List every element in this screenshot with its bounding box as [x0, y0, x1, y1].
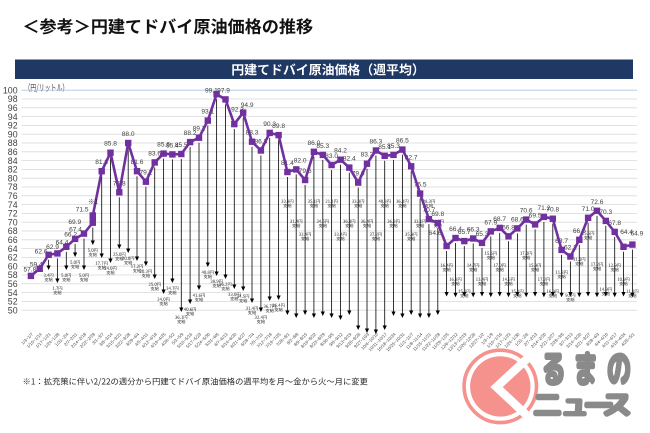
svg-text:69.9: 69.9 [68, 219, 81, 226]
svg-text:88.3: 88.3 [246, 130, 259, 137]
svg-text:88: 88 [8, 138, 18, 148]
svg-text:92: 92 [8, 121, 18, 131]
svg-text:68.6: 68.6 [511, 216, 524, 223]
svg-text:60: 60 [8, 261, 18, 271]
svg-text:64.9: 64.9 [630, 231, 643, 238]
svg-text:70.6: 70.6 [520, 208, 533, 215]
svg-text:88.2: 88.2 [184, 130, 197, 137]
svg-text:85.1: 85.1 [378, 144, 391, 151]
svg-text:84: 84 [8, 156, 18, 166]
svg-text:67.4: 67.4 [69, 226, 82, 233]
svg-text:71.0: 71.0 [582, 206, 595, 213]
svg-text:64.6: 64.6 [429, 230, 442, 237]
svg-text:82: 82 [8, 165, 18, 175]
svg-text:72.6: 72.6 [591, 199, 604, 206]
svg-text:66.0: 66.0 [573, 228, 586, 235]
svg-text:83.0: 83.0 [325, 153, 338, 160]
svg-text:86.5: 86.5 [396, 138, 409, 145]
svg-text:68: 68 [8, 226, 18, 236]
svg-text:70.8: 70.8 [546, 207, 559, 214]
svg-text:70.3: 70.3 [599, 209, 612, 216]
svg-text:58: 58 [8, 270, 18, 280]
svg-text:67.9: 67.9 [484, 219, 497, 226]
svg-text:82.4: 82.4 [343, 156, 356, 163]
svg-text:83.3: 83.3 [361, 152, 374, 159]
svg-text:85.6: 85.6 [157, 142, 170, 149]
svg-text:69.5: 69.5 [529, 212, 542, 219]
svg-text:62: 62 [8, 253, 18, 263]
svg-text:79.0: 79.0 [352, 171, 365, 178]
svg-text:62.2: 62.2 [564, 245, 577, 252]
svg-text:88.0: 88.0 [122, 131, 135, 138]
svg-text:66: 66 [8, 235, 18, 245]
svg-text:100: 100 [3, 85, 18, 95]
svg-text:65.3: 65.3 [476, 231, 489, 238]
svg-text:94: 94 [8, 112, 18, 122]
svg-text:81.4: 81.4 [281, 160, 294, 167]
svg-text:62.6: 62.6 [35, 248, 48, 255]
svg-text:89.2: 89.2 [193, 126, 206, 133]
svg-text:56: 56 [8, 279, 18, 289]
svg-text:85.3: 85.3 [316, 143, 329, 150]
svg-text:78: 78 [8, 182, 18, 192]
svg-text:86.3: 86.3 [254, 139, 267, 146]
svg-text:86: 86 [8, 147, 18, 157]
svg-text:81.6: 81.6 [131, 159, 144, 166]
svg-text:66.3: 66.3 [467, 227, 480, 234]
svg-text:85.3: 85.3 [387, 143, 400, 150]
svg-text:66.2: 66.2 [64, 232, 77, 239]
svg-text:93.1: 93.1 [201, 109, 214, 116]
svg-text:85.8: 85.8 [104, 141, 117, 148]
svg-text:80: 80 [8, 173, 18, 183]
svg-text:76: 76 [8, 191, 18, 201]
svg-text:96: 96 [8, 103, 18, 113]
svg-text:99.1: 99.1 [205, 87, 218, 94]
svg-text:59.4: 59.4 [30, 262, 43, 269]
svg-text:83.6: 83.6 [148, 150, 161, 157]
svg-text:79.6: 79.6 [299, 168, 312, 175]
svg-text:52: 52 [8, 297, 18, 307]
svg-text:86.0: 86.0 [307, 140, 320, 147]
svg-text:85.4: 85.4 [166, 142, 179, 149]
svg-text:66.4: 66.4 [449, 226, 462, 233]
svg-text:62.9: 62.9 [46, 244, 59, 251]
svg-text:69.8: 69.8 [431, 211, 444, 218]
svg-text:74: 74 [8, 200, 18, 210]
svg-text:68.7: 68.7 [493, 216, 506, 223]
svg-text:76.8: 76.8 [113, 180, 126, 187]
svg-text:70: 70 [8, 217, 18, 227]
svg-text:85.5: 85.5 [175, 142, 188, 149]
svg-text:67.8: 67.8 [608, 220, 621, 227]
svg-text:94.9: 94.9 [241, 102, 254, 109]
svg-text:97.9: 97.9 [217, 87, 230, 94]
svg-text:79.2: 79.2 [139, 170, 152, 177]
svg-text:63.7: 63.7 [555, 238, 568, 245]
svg-text:82.0: 82.0 [294, 157, 307, 164]
svg-text:57.8: 57.8 [23, 266, 36, 273]
svg-text:90.3: 90.3 [263, 121, 276, 128]
svg-text:72: 72 [8, 209, 18, 219]
svg-text:54: 54 [8, 288, 18, 298]
svg-text:86.3: 86.3 [369, 139, 382, 146]
svg-text:76.5: 76.5 [414, 182, 427, 189]
svg-text:98: 98 [8, 94, 18, 104]
svg-text:64: 64 [8, 244, 18, 254]
svg-text:65.7: 65.7 [458, 229, 471, 236]
svg-text:66.8: 66.8 [502, 224, 515, 231]
svg-text:92.3: 92.3 [231, 107, 244, 114]
svg-text:64.4: 64.4 [620, 229, 633, 236]
svg-text:50: 50 [8, 305, 18, 315]
svg-text:70.7: 70.7 [422, 207, 435, 214]
svg-text:64.4: 64.4 [56, 239, 69, 246]
svg-text:90: 90 [8, 129, 18, 139]
svg-text:89.8: 89.8 [272, 123, 285, 130]
svg-text:71.5: 71.5 [76, 206, 89, 213]
svg-text:71.2: 71.2 [537, 205, 550, 212]
svg-text:82.7: 82.7 [405, 154, 418, 161]
svg-text:81.6: 81.6 [95, 159, 108, 166]
svg-text:84.2: 84.2 [334, 148, 347, 155]
